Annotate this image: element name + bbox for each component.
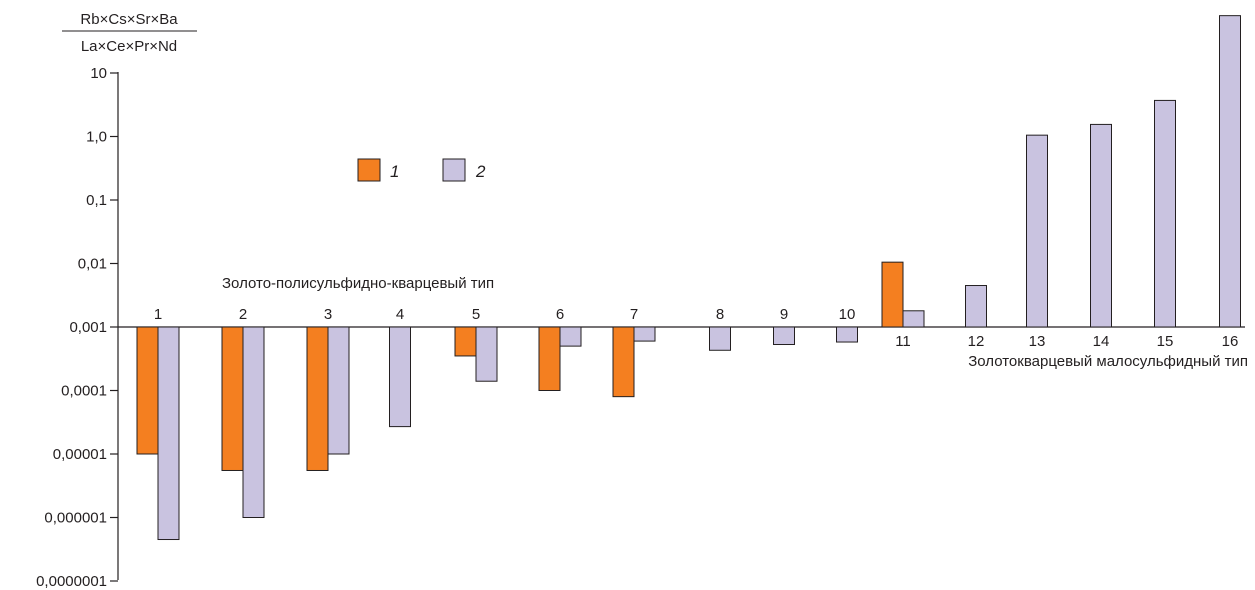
- legend-swatch-series-1: [357, 158, 381, 182]
- bar-series-2-cat-4: [389, 326, 411, 428]
- legend-label-series-1: 1: [390, 162, 399, 181]
- legend-label-series-2: 2: [475, 162, 486, 181]
- bar-series-2-cat-12: [965, 285, 987, 328]
- bar-series-1-cat-2: [221, 326, 244, 471]
- y-tick-label: 0,000001: [44, 510, 107, 527]
- bar-series-1-cat-7: [612, 326, 635, 398]
- bar-series-2-cat-9: [773, 326, 795, 346]
- bar-series-2-cat-14: [1090, 123, 1112, 328]
- bar-series-2-cat-6: [559, 326, 582, 347]
- x-tick-label: 16: [1222, 333, 1239, 350]
- x-tick-label: 14: [1093, 333, 1110, 350]
- bar-series-1-cat-3: [306, 326, 329, 471]
- bar-series-2-cat-15: [1154, 99, 1176, 328]
- bar-series-1-cat-6: [538, 326, 561, 391]
- bar-series-2-cat-16: [1219, 15, 1241, 328]
- x-tick-label: 11: [895, 333, 911, 350]
- x-tick-label: 3: [324, 306, 332, 323]
- x-tick-label: 4: [396, 306, 404, 323]
- y-tick-label: 0,001: [69, 319, 107, 336]
- bar-series-1-cat-11: [881, 261, 904, 328]
- bar-series-2-cat-10: [836, 326, 858, 343]
- x-tick-label: 2: [239, 306, 247, 323]
- bar-series-2-cat-5: [475, 326, 498, 382]
- y-tick-label: 0,00001: [53, 446, 107, 463]
- x-tick-label: 12: [968, 333, 985, 350]
- y-ticks: 10 1,0 0,1 0,01 0,001 0,0001 0,00001 0,000001 0,…: [36, 65, 118, 590]
- legend-swatch-series-2: [442, 158, 466, 182]
- y-axis-label: Rb×Cs×Sr×Ba La×Ce×Pr×Nd: [62, 11, 197, 55]
- x-tick-label: 7: [630, 306, 638, 323]
- legend: 1 2: [357, 158, 486, 182]
- annotation-polysulfide-type: Золото-полисульфидно-кварцевый тип: [222, 275, 494, 292]
- bars: [136, 15, 1241, 541]
- y-tick-label: 0,0000001: [36, 573, 107, 590]
- x-tick-label: 9: [780, 306, 788, 323]
- y-axis-label-numerator: Rb×Cs×Sr×Ba: [80, 11, 178, 28]
- x-tick-label: 13: [1029, 333, 1046, 350]
- x-tick-label: 6: [556, 306, 564, 323]
- y-axis-label-denominator: La×Ce×Pr×Nd: [81, 38, 177, 55]
- x-tick-label: 5: [472, 306, 480, 323]
- x-tick-label: 1: [154, 306, 162, 323]
- bar-series-1-cat-1: [136, 326, 159, 455]
- bar-series-2-cat-1: [157, 326, 180, 541]
- bar-series-2-cat-11: [902, 310, 925, 328]
- x-tick-label: 15: [1157, 333, 1174, 350]
- y-tick-label: 0,1: [86, 192, 107, 209]
- y-tick-label: 1,0: [86, 129, 107, 146]
- bar-series-2-cat-13: [1026, 134, 1048, 328]
- y-tick-label: 0,0001: [61, 383, 107, 400]
- y-tick-label: 10: [90, 65, 107, 82]
- annotation-low-sulfide-type: Золотокварцевый малосульфидный тип: [968, 353, 1248, 370]
- x-tick-label: 10: [839, 306, 856, 323]
- bar-series-2-cat-7: [633, 326, 656, 342]
- bar-series-1-cat-5: [454, 326, 477, 357]
- bar-series-2-cat-3: [327, 326, 350, 455]
- bar-series-2-cat-8: [709, 326, 731, 351]
- bar-series-2-cat-2: [242, 326, 265, 518]
- y-tick-label: 0,01: [78, 256, 107, 273]
- x-tick-label: 8: [716, 306, 724, 323]
